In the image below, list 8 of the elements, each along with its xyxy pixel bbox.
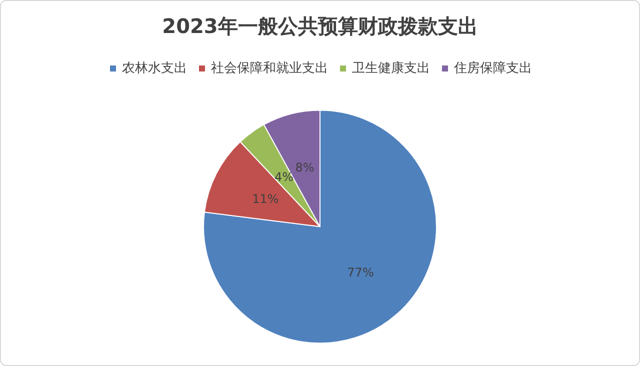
legend-label: 社会保障和就业支出 bbox=[211, 61, 328, 76]
chart-title: 2023年一般公共预算财政拨款支出 bbox=[162, 14, 478, 38]
data-label: 11% bbox=[252, 192, 279, 206]
legend-label: 住房保障支出 bbox=[453, 60, 532, 76]
legend-label: 农林水支出 bbox=[122, 61, 187, 76]
data-label: 8% bbox=[295, 160, 314, 174]
data-label: 77% bbox=[347, 266, 374, 280]
legend-label: 卫生健康支出 bbox=[352, 61, 430, 76]
